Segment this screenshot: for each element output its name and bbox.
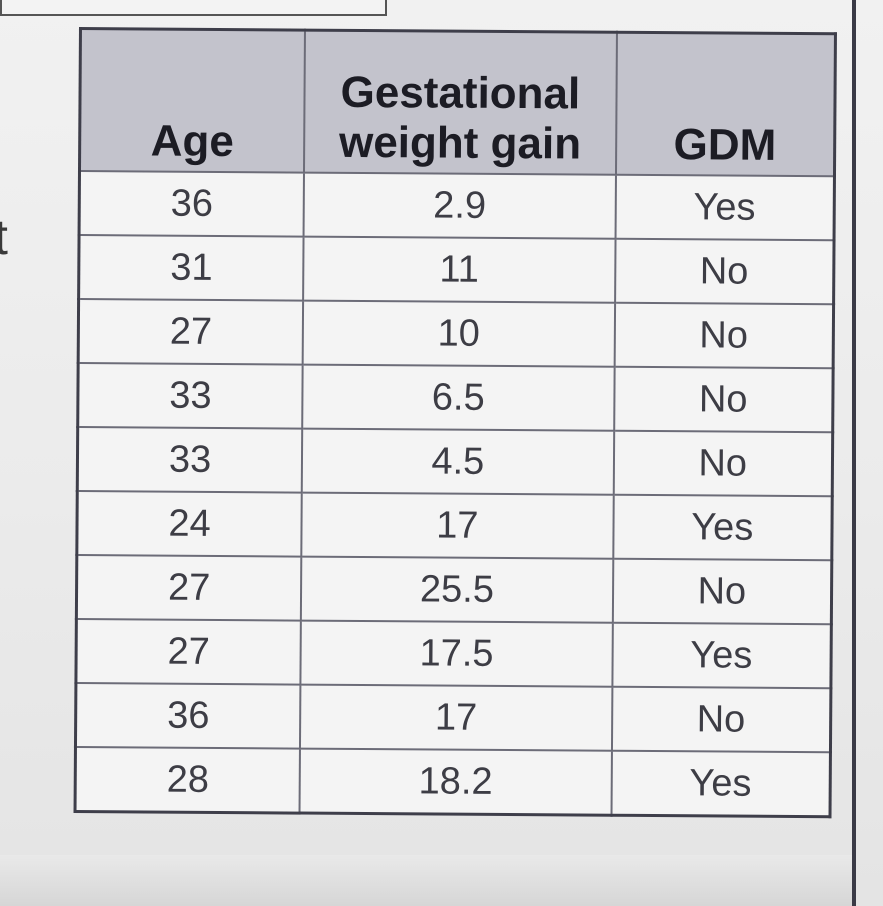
- cell-gdm: Yes: [611, 750, 831, 817]
- cell-age: 24: [76, 490, 302, 557]
- cell-gestational-weight-gain: 11: [303, 236, 616, 303]
- cell-age: 36: [75, 682, 301, 749]
- cell-gestational-weight-gain: 2.9: [303, 172, 616, 239]
- cell-age: 28: [75, 746, 301, 814]
- cell-gestational-weight-gain: 17: [300, 684, 612, 751]
- cell-gdm: Yes: [615, 174, 835, 241]
- cell-age: 27: [75, 618, 302, 685]
- cell-gdm: No: [614, 238, 835, 305]
- table-row: 27 10 No: [78, 299, 834, 369]
- top-frame-box: [0, 0, 387, 16]
- table-row: 33 4.5 No: [77, 427, 833, 497]
- cell-gdm: No: [611, 686, 831, 753]
- data-table: Age Gestational weight gain GDM 36 2.9 Y…: [73, 27, 837, 819]
- cell-gdm: Yes: [612, 494, 833, 561]
- header-gain-line-1: Gestational: [340, 67, 581, 119]
- side-text-fragment: t: [0, 209, 8, 265]
- table-row: 27 25.5 No: [76, 554, 832, 625]
- table-row: 36 2.9 Yes: [79, 171, 835, 241]
- cell-age: 36: [79, 171, 305, 237]
- column-header-age: Age: [79, 28, 306, 173]
- table-row: 33 6.5 No: [77, 363, 834, 433]
- cell-gdm: Yes: [611, 622, 832, 689]
- cell-gestational-weight-gain: 10: [302, 300, 615, 367]
- cell-gestational-weight-gain: 4.5: [301, 428, 614, 495]
- cell-gestational-weight-gain: 25.5: [301, 556, 613, 623]
- column-header-gestational-weight-gain: Gestational weight gain: [304, 30, 617, 175]
- table-row: 24 17 Yes: [76, 490, 833, 561]
- header-gain-line-2: weight gain: [338, 117, 582, 169]
- bottom-panel: [0, 855, 852, 906]
- table-row: 27 17.5 Yes: [75, 618, 832, 689]
- cell-gestational-weight-gain: 17.5: [300, 620, 613, 687]
- cell-age: 27: [76, 554, 302, 621]
- cell-gestational-weight-gain: 17: [301, 492, 614, 559]
- cell-gdm: No: [613, 366, 834, 433]
- cell-gdm: No: [614, 302, 834, 369]
- cell-age: 33: [77, 363, 303, 429]
- cell-age: 31: [78, 235, 304, 301]
- table-row: 36 17 No: [75, 682, 831, 753]
- table-header-row: Age Gestational weight gain GDM: [79, 28, 836, 177]
- cell-age: 33: [77, 427, 303, 493]
- table-row: 31 11 No: [78, 235, 835, 305]
- table-row: 28 18.2 Yes: [75, 746, 831, 817]
- cell-gestational-weight-gain: 18.2: [299, 748, 612, 816]
- cell-gdm: No: [612, 558, 832, 625]
- window-right-border: [852, 0, 856, 906]
- cell-gestational-weight-gain: 6.5: [302, 364, 615, 431]
- cell-age: 27: [78, 299, 304, 365]
- cell-gdm: No: [613, 430, 833, 497]
- column-header-gdm: GDM: [615, 32, 836, 177]
